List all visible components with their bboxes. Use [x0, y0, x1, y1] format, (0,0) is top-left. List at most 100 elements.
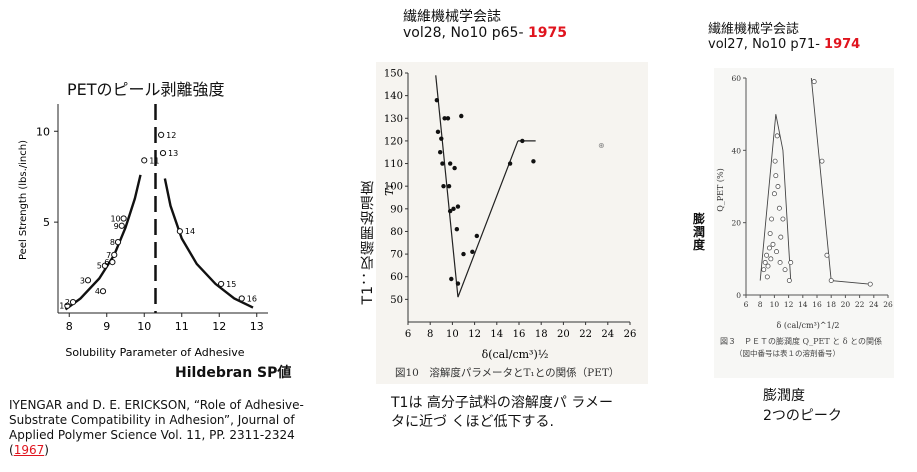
right-data-point	[764, 274, 770, 280]
mid-data-point	[437, 150, 443, 155]
right-data-point	[811, 79, 817, 85]
left-x-tick-label: 10	[137, 320, 151, 333]
right-x-tick-label: 26	[883, 300, 893, 309]
mid-y-tick-label: 140	[384, 91, 403, 102]
mid-data-point	[470, 249, 475, 255]
middle-source-year: 1975	[527, 25, 567, 41]
mid-x-tick-label: 14	[490, 329, 503, 340]
left-x-tick-label: 13	[250, 320, 264, 333]
right-data-point	[767, 231, 773, 236]
left-data-point	[238, 295, 245, 302]
right-data-point	[867, 281, 873, 287]
mid-data-point	[507, 161, 513, 166]
citation-year[interactable]: 1967	[13, 443, 45, 457]
left-point-label: 7	[106, 251, 111, 260]
mid-x-tick-label: 24	[601, 329, 614, 340]
mid-data-point	[459, 113, 464, 119]
right-data-point	[819, 158, 825, 164]
left-point-label: 5	[97, 262, 102, 271]
middle-caption: 図10 溶解度パラメータとT₁との関係（PET）	[395, 366, 619, 379]
mid-data-point	[455, 204, 461, 209]
right-trend-line	[810, 77, 871, 285]
left-point-label: 3	[80, 276, 85, 285]
right-note-2: 2つのピーク	[763, 408, 842, 424]
right-data-point	[778, 234, 784, 240]
left-x-tick-label: 8	[66, 320, 73, 333]
right-data-point	[766, 245, 772, 251]
mid-y-tick-label: 110	[384, 159, 403, 170]
left-data-point	[118, 222, 125, 229]
right-x-tick-label: 20	[841, 300, 851, 309]
middle-note-2: タに近づ くほど低下する.	[391, 414, 554, 430]
right-source-vol: vol27, No10 p71-	[708, 37, 825, 52]
mid-y-tick-label: 120	[384, 136, 403, 147]
left-data-point	[64, 302, 71, 309]
right-x-tick-label: 14	[798, 300, 808, 309]
right-caption-1: 図３ ＰＥＴの膨潤度 Q_PET と δ との関係	[720, 336, 882, 346]
mid-y-tick-label: 90	[390, 204, 403, 215]
mid-data-point	[434, 97, 440, 103]
left-point-label: 12	[166, 131, 176, 140]
left-point-label: 16	[247, 294, 257, 303]
right-trend-line	[759, 114, 792, 281]
left-y-tick-label: 10	[36, 125, 50, 138]
mid-data-point	[447, 161, 453, 166]
middle-source-vol: vol28, No10 p65-	[403, 25, 528, 41]
left-point-label: 14	[185, 227, 195, 236]
right-data-point	[770, 241, 776, 247]
right-data-point	[771, 191, 777, 197]
mid-data-point	[531, 159, 536, 164]
left-sublabel: Hildebran SP値	[175, 365, 292, 381]
left-point-label: 15	[226, 280, 236, 289]
left-x-tick-label: 11	[175, 320, 189, 333]
mid-data-point	[439, 136, 444, 141]
left-x-tick-label: 9	[103, 320, 110, 333]
right-source-1: 繊維機械学会誌	[708, 22, 800, 37]
right-x-tick-label: 18	[826, 300, 836, 309]
mid-data-point	[454, 226, 460, 232]
right-data-point	[772, 158, 778, 164]
left-data-point	[141, 157, 148, 164]
right-x-tick-label: 24	[869, 300, 879, 309]
right-xlabel: δ (cal/cm³)^1/2	[777, 321, 840, 330]
middle-scan-bg	[376, 62, 648, 384]
right-data-point	[761, 267, 767, 273]
citation-close: )	[44, 443, 49, 457]
mid-data-point	[440, 161, 445, 166]
mid-x-tick-label: 12	[468, 329, 481, 340]
right-source-year: 1974	[824, 37, 861, 52]
left-data-point	[84, 277, 92, 284]
left-x-tick-label: 12	[212, 320, 226, 333]
right-data-point	[768, 256, 774, 262]
left-data-point	[176, 228, 183, 235]
right-source-2: vol27, No10 p71- 1974	[708, 37, 860, 52]
mid-trend-line	[435, 75, 519, 298]
middle-note-1: T1は 高分子試料の溶解度パ ラメー	[391, 395, 613, 411]
left-trend-curve	[163, 178, 254, 309]
left-data-point	[99, 288, 107, 295]
middle-source-1: 繊維機械学会誌	[403, 9, 501, 25]
left-y-tick-label: 5	[43, 216, 50, 229]
right-data-point	[764, 252, 770, 258]
left-data-point	[159, 149, 167, 157]
mid-y-tick-label: 50	[390, 295, 403, 306]
right-data-point	[788, 260, 794, 265]
mid-x-tick-label: 26	[624, 329, 637, 340]
right-caption-2: （図中番号は表１の溶剤番号）	[735, 348, 840, 358]
mid-data-point	[445, 116, 451, 121]
mid-data-point	[461, 251, 466, 257]
mid-x-tick-label: 16	[513, 329, 526, 340]
mid-x-tick-label: 8	[427, 329, 433, 340]
left-point-label: 4	[95, 287, 100, 296]
right-x-tick-label: 6	[744, 300, 749, 309]
right-y-tick-label: 40	[731, 146, 741, 155]
right-note-1: 膨潤度	[763, 388, 805, 404]
left-point-label: 1	[59, 302, 64, 311]
left-point-label: 2	[65, 298, 70, 307]
mid-stamp: ⊛	[598, 141, 605, 150]
right-data-point	[777, 260, 783, 265]
right-data-point	[774, 249, 779, 255]
left-data-point	[158, 131, 165, 138]
